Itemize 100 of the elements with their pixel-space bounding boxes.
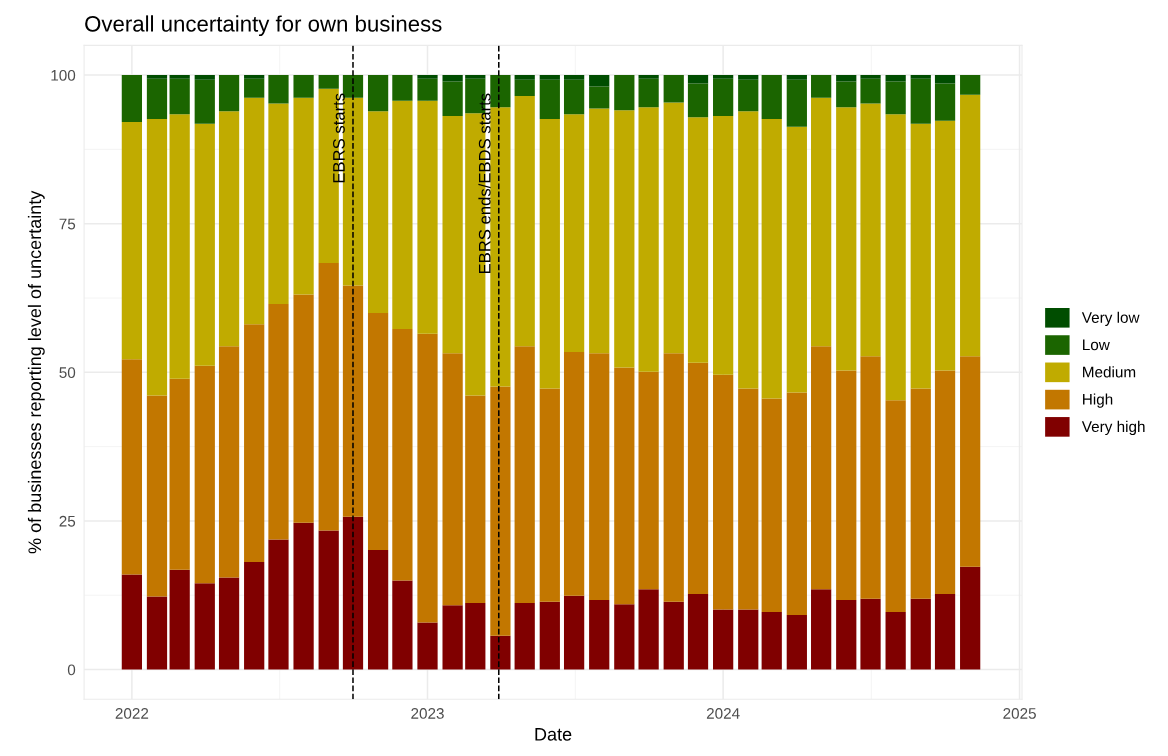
bar <box>934 83 956 121</box>
bar <box>589 108 610 354</box>
bar <box>244 78 265 98</box>
bar <box>638 371 659 590</box>
bar <box>392 580 413 670</box>
bar <box>218 577 240 670</box>
bar <box>465 602 486 670</box>
bar <box>589 353 610 601</box>
bar <box>367 111 389 313</box>
bar <box>811 589 832 670</box>
bar <box>786 614 807 670</box>
bar <box>293 75 314 98</box>
bar <box>169 378 190 570</box>
bar <box>885 400 906 612</box>
bar <box>614 367 635 605</box>
bar <box>514 602 535 670</box>
bar <box>713 374 734 610</box>
legend-label: Medium <box>1083 366 1136 378</box>
bar <box>860 103 881 357</box>
bar <box>169 78 190 115</box>
bar <box>293 522 314 670</box>
bar <box>860 598 881 670</box>
bar <box>218 111 240 347</box>
y-tick-label: 50 <box>59 367 76 379</box>
bar <box>836 75 857 82</box>
bar <box>169 75 190 79</box>
bar <box>318 262 339 531</box>
legend-label: Low <box>1083 339 1110 351</box>
bar <box>490 386 511 636</box>
bar <box>713 609 734 670</box>
bar <box>194 123 215 366</box>
bar <box>194 79 215 124</box>
bar <box>417 78 438 101</box>
bar <box>786 392 807 615</box>
bar <box>614 604 635 670</box>
ref-line-label: EBRS starts <box>333 93 345 183</box>
bar <box>146 78 168 120</box>
bar <box>490 635 511 670</box>
y-tick-label: 0 <box>67 664 76 676</box>
x-axis-title: Date <box>535 728 572 741</box>
bar <box>293 294 314 523</box>
bar <box>738 79 759 112</box>
bar <box>514 79 535 96</box>
bar <box>836 107 857 371</box>
bar <box>392 75 413 101</box>
bar <box>563 79 585 115</box>
bar <box>960 356 981 567</box>
bar <box>786 126 807 393</box>
bar <box>146 75 168 79</box>
bar <box>539 601 560 670</box>
bar <box>121 574 143 670</box>
bar <box>146 119 168 396</box>
bar <box>392 328 413 581</box>
bar <box>786 79 807 127</box>
x-tick-label: 2025 <box>1003 708 1036 719</box>
bar <box>563 75 585 80</box>
bar <box>614 110 635 368</box>
bar <box>465 395 486 603</box>
bar <box>442 353 463 606</box>
bar <box>811 346 832 590</box>
bar <box>244 75 265 79</box>
y-axis-title: % of businesses reporting level of uncertainty <box>27 190 45 554</box>
bar <box>169 114 190 379</box>
bar <box>934 75 956 84</box>
bar <box>392 100 413 329</box>
bar <box>663 353 684 602</box>
bar <box>194 75 215 80</box>
x-tick-label: 2023 <box>411 708 444 719</box>
bar <box>367 550 389 670</box>
bar <box>442 605 463 670</box>
bar <box>417 75 438 79</box>
chart-title: Overall uncertainty for own business <box>85 15 442 37</box>
bar <box>910 75 931 79</box>
ref-line-label: EBRS ends/EBDS starts <box>478 93 491 274</box>
bar <box>713 78 734 117</box>
bar <box>761 611 782 670</box>
bar <box>934 120 956 371</box>
bar <box>860 75 881 79</box>
bar <box>687 362 709 595</box>
bar <box>761 119 782 399</box>
x-tick-label: 2024 <box>706 708 740 719</box>
bar <box>465 75 486 79</box>
bar <box>811 97 832 347</box>
bar <box>738 75 759 80</box>
bar <box>121 122 143 360</box>
bar <box>268 303 289 540</box>
bar <box>589 75 610 87</box>
bar <box>614 75 635 111</box>
bar <box>194 365 215 584</box>
bar <box>268 103 289 304</box>
bar <box>244 561 265 670</box>
bar <box>146 596 168 670</box>
bar <box>687 75 709 84</box>
legend-label: Very low <box>1081 311 1140 326</box>
bar <box>738 388 759 610</box>
bar <box>663 75 684 103</box>
bar <box>738 609 759 670</box>
bar <box>860 356 881 599</box>
bar <box>960 75 981 95</box>
bar <box>293 97 314 295</box>
